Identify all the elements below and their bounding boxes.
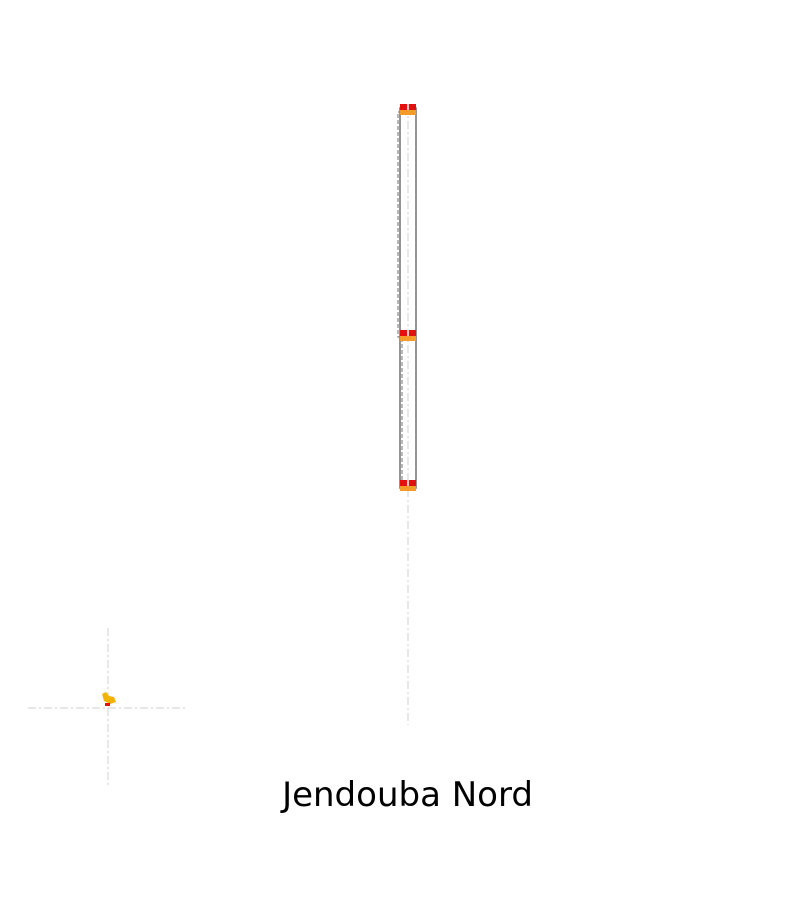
track-dashed-path: [397, 111, 414, 482]
signal-top: [400, 104, 416, 115]
signal-middle: [400, 330, 416, 341]
station-name-label: Jendouba Nord: [282, 775, 533, 815]
signal-bottom: [400, 480, 416, 491]
signal-middle-orange: [400, 336, 416, 341]
orientation-marker: [28, 628, 188, 788]
signal-bottom-orange: [400, 486, 416, 491]
duck-marker-icon: [102, 692, 116, 706]
signal-top-orange: [400, 110, 416, 115]
